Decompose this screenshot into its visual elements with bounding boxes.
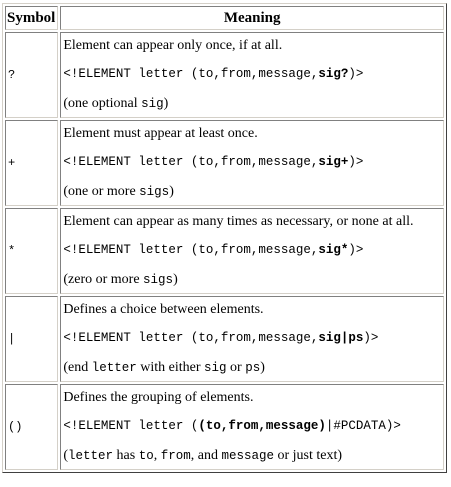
code-prefix: <!ELEMENT letter (to,from,message, [63,331,319,345]
note-text: ) [260,360,265,375]
meaning-cell: Element can appear only once, if at all.… [60,32,444,118]
code-prefix: <!ELEMENT letter ( [63,419,199,433]
row-description: Element must appear at least once. [63,126,258,141]
note-code: message [221,449,274,463]
note-code: sig [204,361,227,375]
symbol-cell: + [5,120,59,206]
row-note: (end letter with either sig or ps) [63,359,441,377]
note-code: letter [68,449,114,463]
note-code: sigs [139,185,170,199]
note-code: sig [141,97,164,111]
table-row: () Defines the grouping of elements. <!E… [5,384,444,470]
note-code: from [160,449,191,463]
table-row: + Element must appear at least once. <!E… [5,120,444,206]
code-prefix: <!ELEMENT letter (to,from,message, [63,155,319,169]
table-row: * Element can appear as many times as ne… [5,208,444,294]
row-description: Defines a choice between elements. [63,302,264,317]
code-highlight: sig* [318,243,349,257]
note-text: ) [163,96,169,111]
symbol-cell: () [5,384,59,470]
symbol-cell: * [5,208,59,294]
note-text: (end [63,360,92,375]
meaning-cell: Defines a choice between elements. <!ELE… [60,296,444,382]
note-text: , and [190,448,222,463]
table-row: ? Element can appear only once, if at al… [5,32,444,118]
note-text: with either [136,360,205,375]
row-note: (one or more sigs) [63,183,441,201]
symbol-cell: ? [5,32,59,118]
dtd-example: <!ELEMENT letter (to,from,message,sig*)> [63,242,441,259]
code-highlight: sig+ [318,155,349,169]
meaning-cell: Element can appear as many times as nece… [60,208,444,294]
code-suffix: )> [348,155,364,169]
code-suffix: )> [348,243,364,257]
note-code: letter [91,361,137,375]
symbol-column-header: Symbol [5,6,59,30]
note-code: ps [245,361,261,375]
row-description: Element can appear as many times as nece… [63,214,414,229]
note-text: , [153,448,161,463]
row-description: Element can appear only once, if at all. [63,38,283,53]
symbol-cell: | [5,296,59,382]
note-text: ) [173,272,178,287]
code-suffix: )> [348,67,364,81]
code-highlight: sig|ps [318,331,364,345]
note-text: (one or more [63,184,140,199]
meaning-cell: Element must appear at least once. <!ELE… [60,120,444,206]
dtd-symbols-table: Symbol Meaning ? Element can appear only… [2,3,447,473]
header-row: Symbol Meaning [5,6,444,30]
note-code: sigs [143,273,174,287]
row-note: (zero or more sigs) [63,271,441,289]
note-text: or [226,360,246,375]
code-prefix: <!ELEMENT letter (to,from,message, [63,243,319,257]
table-row: | Defines a choice between elements. <!E… [5,296,444,382]
code-prefix: <!ELEMENT letter (to,from,message, [63,67,319,81]
dtd-example: <!ELEMENT letter (to,from,message,sig|ps… [63,330,441,347]
meaning-cell: Defines the grouping of elements. <!ELEM… [60,384,444,470]
note-text: or just text) [273,448,343,463]
dtd-example: <!ELEMENT letter (to,from,message,sig+)> [63,154,441,171]
note-text: (zero or more [63,272,144,287]
note-text: ) [169,184,174,199]
meaning-column-header: Meaning [60,6,444,30]
note-text: (one optional [63,96,142,111]
row-note: (one optional sig) [63,95,441,113]
dtd-example: <!ELEMENT letter (to,from,message,sig?)> [63,66,441,83]
note-code: to [138,449,154,463]
code-suffix: )> [363,331,379,345]
note-text: ( [63,448,69,463]
code-highlight: sig? [318,67,349,81]
code-suffix: |#PCDATA)> [325,419,401,433]
note-text: has [113,448,139,463]
code-highlight: (to,from,message) [198,419,326,433]
row-description: Defines the grouping of elements. [63,390,254,405]
dtd-example: <!ELEMENT letter ((to,from,message)|#PCD… [63,418,441,435]
row-note: (letter has to, from, and message or jus… [63,447,441,465]
